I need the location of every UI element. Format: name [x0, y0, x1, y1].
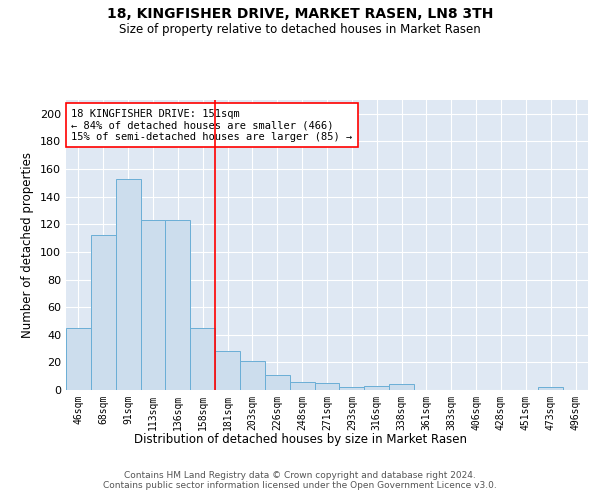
Bar — [265, 375, 290, 390]
Bar — [314, 383, 340, 390]
Bar — [66, 328, 91, 390]
Text: 18, KINGFISHER DRIVE, MARKET RASEN, LN8 3TH: 18, KINGFISHER DRIVE, MARKET RASEN, LN8 … — [107, 8, 493, 22]
Bar — [166, 220, 190, 390]
Bar — [290, 382, 314, 390]
Bar — [190, 328, 215, 390]
Text: Contains HM Land Registry data © Crown copyright and database right 2024.
Contai: Contains HM Land Registry data © Crown c… — [103, 470, 497, 490]
Bar — [116, 178, 140, 390]
Text: 18 KINGFISHER DRIVE: 151sqm
← 84% of detached houses are smaller (466)
15% of se: 18 KINGFISHER DRIVE: 151sqm ← 84% of det… — [71, 108, 352, 142]
Bar — [340, 387, 364, 390]
Text: Distribution of detached houses by size in Market Rasen: Distribution of detached houses by size … — [133, 432, 467, 446]
Bar — [240, 361, 265, 390]
Bar — [538, 387, 563, 390]
Bar — [389, 384, 414, 390]
Y-axis label: Number of detached properties: Number of detached properties — [22, 152, 34, 338]
Bar — [91, 236, 116, 390]
Text: Size of property relative to detached houses in Market Rasen: Size of property relative to detached ho… — [119, 22, 481, 36]
Bar — [140, 220, 166, 390]
Bar — [364, 386, 389, 390]
Bar — [215, 352, 240, 390]
